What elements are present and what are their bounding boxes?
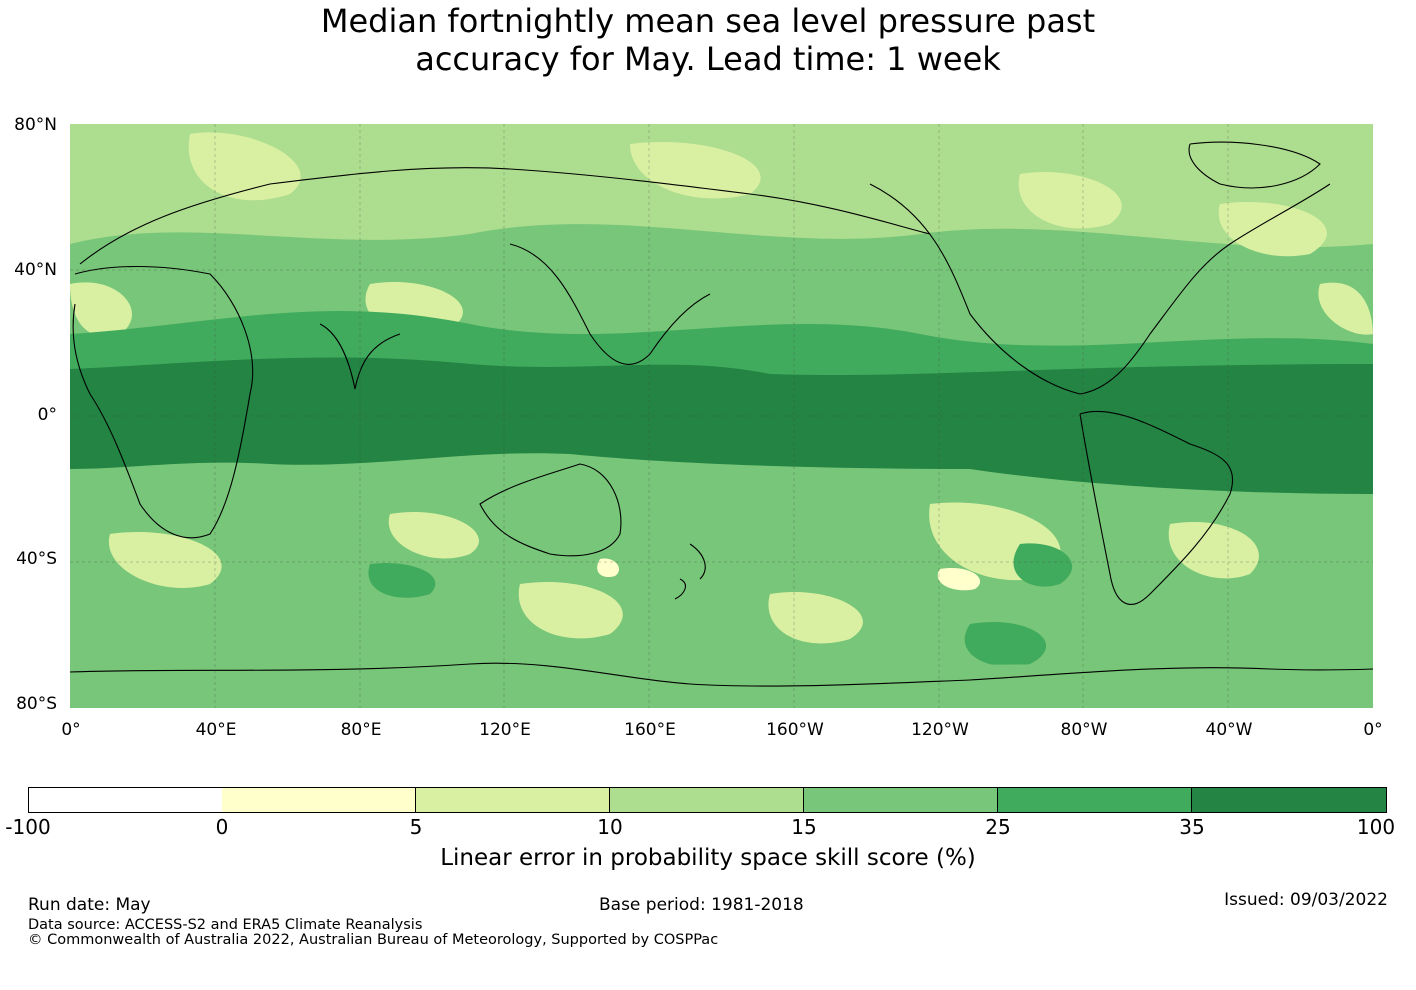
colorbar-segment xyxy=(1192,787,1387,813)
chart-title: Median fortnightly mean sea level pressu… xyxy=(0,2,1416,78)
title-line-1: Median fortnightly mean sea level pressu… xyxy=(320,2,1096,40)
greenland-coast xyxy=(1188,141,1321,189)
eurasia-coast xyxy=(79,167,931,365)
colorbar-tick: 35 xyxy=(1179,815,1205,839)
base-period: Base period: 1981-2018 xyxy=(599,895,804,915)
run-date: Run date: May xyxy=(28,895,151,915)
colorbar-segment xyxy=(998,787,1192,813)
coastlines xyxy=(70,141,1373,687)
africa-coast xyxy=(72,265,254,539)
north-america-coast xyxy=(869,183,1331,395)
colorbar-segment xyxy=(610,787,804,813)
colorbar-tick: 0 xyxy=(215,815,229,839)
lat-label-0: 0° xyxy=(37,405,57,425)
colorbar-segment xyxy=(28,787,223,813)
south-dark-patches xyxy=(368,543,1073,667)
south-light-patches xyxy=(108,502,1259,644)
lon-label-0-left: 0° xyxy=(61,720,81,740)
lon-label-160w: 160°W xyxy=(766,720,824,740)
colorbar-tick: 25 xyxy=(985,815,1011,839)
south-america-coast xyxy=(1079,410,1234,605)
new-zealand-coast xyxy=(674,543,706,600)
colorbar-segment xyxy=(222,787,416,813)
issued-date: Issued: 09/03/2022 xyxy=(1224,890,1388,910)
lat-label-80s: 80°S xyxy=(16,694,57,714)
colorbar xyxy=(28,787,1388,813)
graticule xyxy=(70,124,1373,708)
tropical-dark-band xyxy=(70,357,1373,494)
north-light-patches xyxy=(70,132,1373,337)
map-canvas xyxy=(70,124,1373,708)
colorbar-label: Linear error in probability space skill … xyxy=(440,845,976,871)
lon-label-40e: 40°E xyxy=(195,720,237,740)
australia-coast xyxy=(479,463,622,557)
lon-label-80e: 80°E xyxy=(340,720,382,740)
data-source: Data source: ACCESS-S2 and ERA5 Climate … xyxy=(28,917,423,933)
lon-label-160e: 160°E xyxy=(624,720,676,740)
lon-label-120w: 120°W xyxy=(911,720,969,740)
lat-label-40s: 40°S xyxy=(16,549,57,569)
lat-label-80n: 80°N xyxy=(14,115,57,135)
lon-label-120e: 120°E xyxy=(479,720,531,740)
lon-label-0-right: 0° xyxy=(1363,720,1383,740)
skill-field xyxy=(70,124,1373,708)
lon-label-80w: 80°W xyxy=(1060,720,1108,740)
copyright: © Commonwealth of Australia 2022, Austra… xyxy=(28,932,719,948)
title-line-2: accuracy for May. Lead time: 1 week xyxy=(415,40,1001,78)
colorbar-tick: 100 xyxy=(1356,815,1396,839)
india-coast xyxy=(319,323,401,390)
colorbar-segment xyxy=(416,787,610,813)
skill-score-map xyxy=(70,124,1373,708)
lon-label-40w: 40°W xyxy=(1205,720,1253,740)
colorbar-tick: 15 xyxy=(791,815,817,839)
antarctica-coast xyxy=(70,662,1373,687)
colorbar-tick: 10 xyxy=(597,815,623,839)
lat-label-40n: 40°N xyxy=(14,260,57,280)
colorbar-segment xyxy=(804,787,998,813)
colorbar-tick: -100 xyxy=(5,815,51,839)
colorbar-tick: 5 xyxy=(409,815,423,839)
